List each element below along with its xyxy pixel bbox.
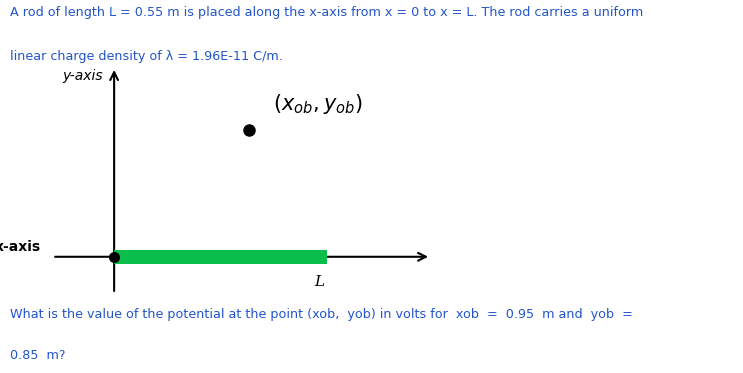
Text: y-axis: y-axis [62, 69, 103, 84]
Text: What is the value of the potential at the point (xob,  yob) in volts for  xob  =: What is the value of the potential at th… [10, 308, 633, 321]
Text: A rod of length L = 0.55 m is placed along the x-axis from x = 0 to x = L. The r: A rod of length L = 0.55 m is placed alo… [10, 6, 643, 19]
Text: x-axis: x-axis [0, 241, 41, 254]
Bar [114, 250, 327, 264]
Text: $(x_{ob},y_{ob})$: $(x_{ob},y_{ob})$ [273, 92, 362, 116]
Text: 0.85  m?: 0.85 m? [10, 349, 66, 362]
Text: L: L [314, 275, 324, 289]
Text: linear charge density of λ = 1.96E-11 C/m.: linear charge density of λ = 1.96E-11 C/… [10, 50, 283, 63]
